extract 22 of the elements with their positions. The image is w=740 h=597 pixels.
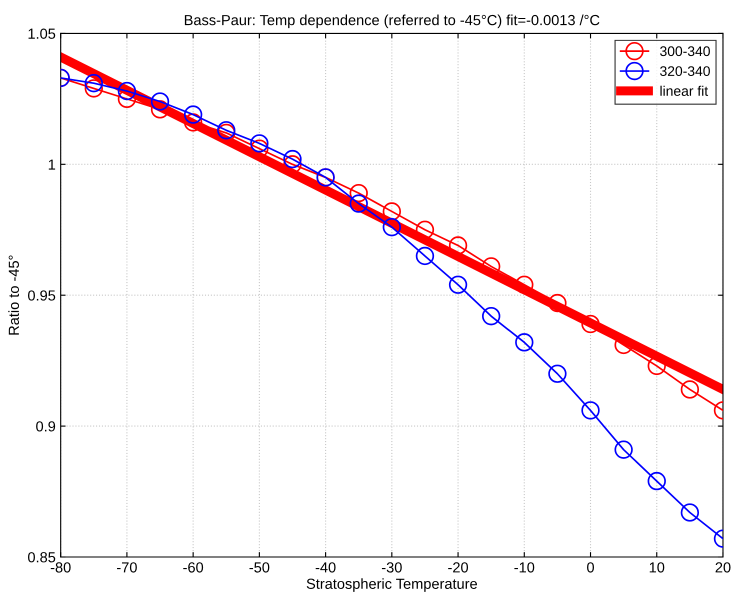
y-tick-label: 1 (48, 160, 56, 170)
y-axis-title: Ratio to -45° (8, 255, 19, 335)
x-tick-label: 20 (716, 562, 731, 573)
y-tick-label: 1.05 (28, 28, 56, 39)
x-tick-label: -20 (448, 562, 468, 573)
y-tick-label: 0.95 (28, 290, 56, 301)
x-tick-label: -60 (183, 562, 204, 573)
x-tick-label: -40 (316, 562, 336, 573)
y-tick-label: 0.85 (28, 552, 56, 562)
y-tick-label: 0.9 (36, 421, 56, 432)
x-tick-label: 0 (587, 562, 594, 573)
x-tick-label: -50 (249, 562, 270, 573)
x-tick-label: -10 (514, 562, 534, 573)
legend-label: 300-340 (660, 46, 710, 56)
x-tick-label: -80 (50, 562, 71, 573)
x-tick-label: -70 (117, 562, 137, 573)
chart-title: Bass-Paur: Temp dependence (referred to -45°C) fit=-0.0013 /°C (184, 14, 600, 28)
x-tick-label: 10 (650, 562, 664, 573)
legend-label: linear fit (660, 86, 708, 96)
legend-label: 320-340 (660, 66, 710, 76)
x-tick-label: -30 (382, 562, 402, 573)
x-axis-title: Stratospheric Temperature (306, 578, 477, 592)
